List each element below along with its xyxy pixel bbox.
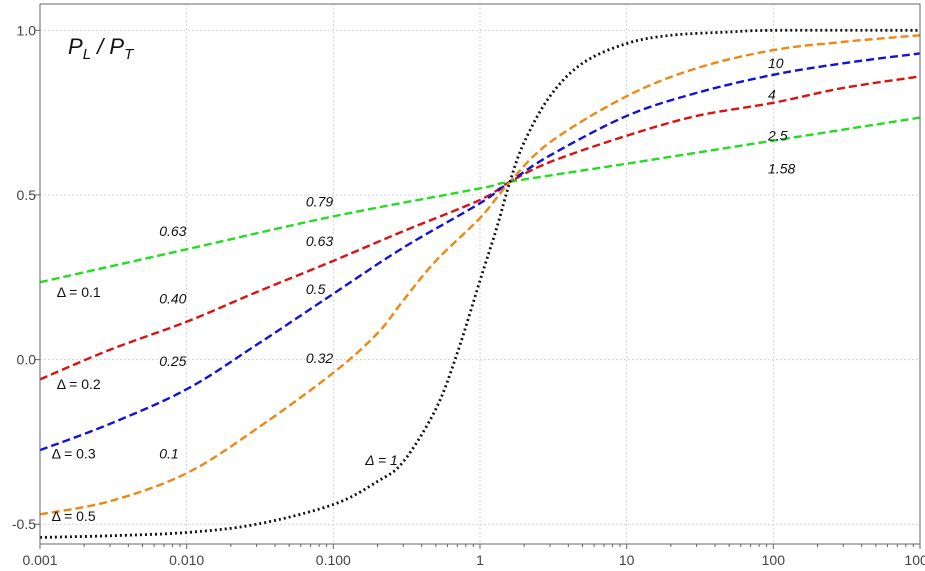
- annotation-label: 2.5: [767, 128, 788, 144]
- annotation-label: Δ = 0.1: [57, 284, 101, 300]
- annotation-label: 0.32: [306, 350, 333, 366]
- annotation-label: Δ = 0.5: [52, 508, 96, 524]
- y-axis-label: PL / PT: [68, 34, 135, 63]
- x-tick-label: 0.001: [22, 552, 57, 568]
- x-tick-label: 100: [762, 552, 786, 568]
- annotation-label: 4: [768, 86, 776, 102]
- y-label-sub2: T: [124, 46, 135, 63]
- series-line-1: [39, 116, 921, 284]
- annotation-layer: Δ = 0.1 Δ = 0.2 Δ = 0.3 Δ = 0.5 Δ = 1 0.63 0.4…: [52, 55, 796, 524]
- x-tick-label: 1000: [904, 552, 925, 568]
- series-line-2: [39, 75, 921, 381]
- x-tick-label: 1: [476, 552, 484, 568]
- y-label-main2: P: [109, 34, 124, 59]
- grid-layer: [40, 4, 920, 544]
- annotation-label: 1.58: [768, 161, 795, 177]
- annotation-label: Δ = 0.2: [57, 376, 101, 392]
- y-label-sub1: L: [83, 46, 91, 63]
- y-tick-label: 0.5: [17, 187, 37, 203]
- y-tick-label: -0.5: [12, 516, 36, 532]
- annotation-label: 0.1: [159, 445, 178, 461]
- tick-layer: 0.001 0.010 0.100 1 10 100 1000 -0.5 0.0 0.5 1.0: [12, 22, 925, 568]
- series-line-5: [39, 28, 921, 539]
- annotation-label: 0.25: [159, 353, 186, 369]
- annotation-label: Δ = 1: [364, 452, 398, 468]
- annotation-label: 0.79: [306, 194, 333, 210]
- series-layer: [39, 28, 921, 539]
- y-tick-label: 1.0: [17, 22, 37, 38]
- y-label-slash: /: [91, 34, 109, 59]
- annotation-label: 10: [768, 55, 784, 71]
- y-tick-label: 0.0: [17, 352, 37, 368]
- y-label-main: P: [68, 34, 83, 59]
- series-line-4: [39, 34, 921, 516]
- x-tick-label: 0.100: [316, 552, 351, 568]
- annotation-label: 0.5: [306, 281, 326, 297]
- series-line-3: [39, 52, 921, 452]
- x-tick-label: 0.010: [169, 552, 204, 568]
- annotation-label: 0.63: [306, 233, 333, 249]
- annotation-label: 0.40: [159, 291, 186, 307]
- annotation-label: Δ = 0.3: [52, 445, 96, 461]
- x-tick-label: 10: [619, 552, 635, 568]
- annotation-label: 0.63: [159, 223, 186, 239]
